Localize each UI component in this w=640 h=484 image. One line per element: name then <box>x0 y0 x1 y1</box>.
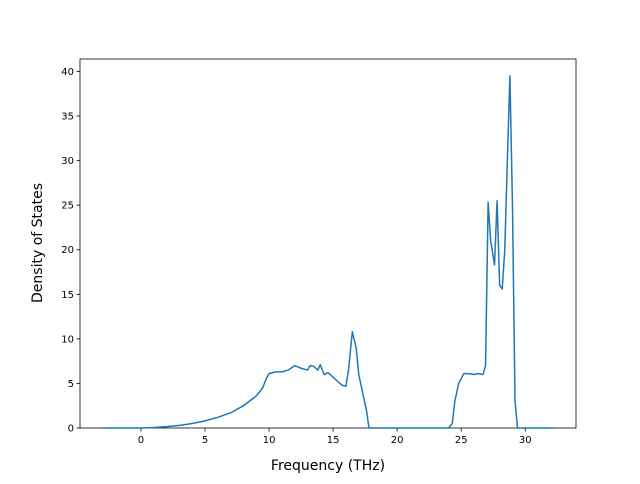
plot-frame <box>79 58 577 429</box>
y-tick-label: 15 <box>61 290 74 301</box>
x-tick-label: 0 <box>138 435 144 446</box>
y-tick-label: 35 <box>61 112 74 123</box>
y-tick-label: 25 <box>61 201 74 212</box>
x-axis-label: Frequency (THz) <box>271 458 385 474</box>
y-axis-label: Density of States <box>30 183 46 303</box>
x-tick-label: 25 <box>455 435 468 446</box>
y-tick-label: 10 <box>61 334 74 345</box>
y-tick-label: 20 <box>61 245 74 256</box>
x-tick-label: 30 <box>519 435 532 446</box>
y-tick-label: 5 <box>68 379 74 390</box>
y-tick-label: 30 <box>61 156 74 167</box>
x-tick-label: 10 <box>263 435 276 446</box>
x-tick-label: 20 <box>391 435 404 446</box>
y-tick-label: 40 <box>61 67 74 78</box>
x-tick-label: 15 <box>327 435 340 446</box>
data-line <box>102 75 554 429</box>
y-tick-label: 0 <box>68 424 74 435</box>
x-tick-label: 5 <box>202 435 208 446</box>
